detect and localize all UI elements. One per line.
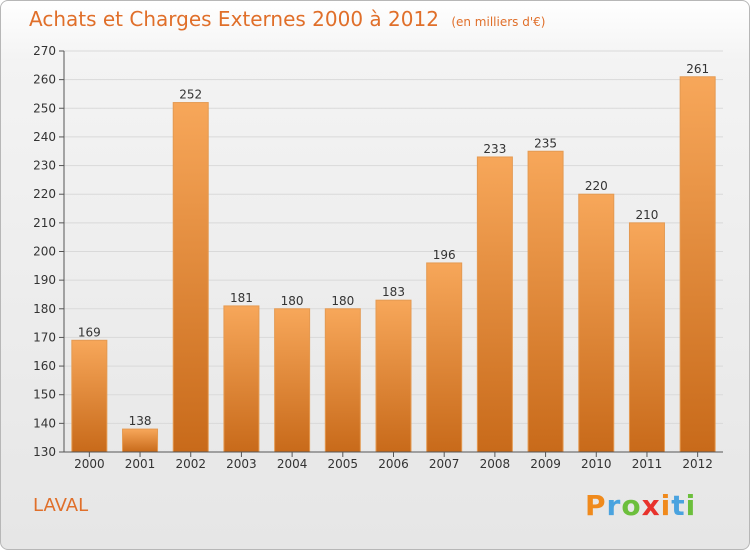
- data-label: 196: [433, 248, 456, 262]
- x-tick-label: 2008: [480, 457, 511, 471]
- y-tick-label: 170: [33, 330, 56, 344]
- bar: [122, 428, 159, 453]
- bar: [527, 150, 564, 453]
- y-tick-label: 200: [33, 245, 56, 259]
- y-tick-label: 230: [33, 159, 56, 173]
- bar: [679, 76, 716, 453]
- y-tick-label: 160: [33, 359, 56, 373]
- data-label: 180: [331, 294, 354, 308]
- y-tick-label: 270: [33, 44, 56, 58]
- y-tick-label: 130: [33, 445, 56, 459]
- x-tick-label: 2002: [175, 457, 206, 471]
- bar: [476, 156, 513, 453]
- proxiti-logo: Proxiti: [585, 489, 696, 522]
- bar: [71, 339, 108, 453]
- data-label: 235: [534, 136, 557, 150]
- y-tick-label: 240: [33, 130, 56, 144]
- logo-letter: i: [685, 489, 697, 522]
- x-tick-label: 2007: [429, 457, 460, 471]
- data-label: 138: [129, 414, 152, 428]
- x-tick-label: 2004: [277, 457, 308, 471]
- commune-name: LAVAL: [33, 495, 89, 516]
- chart-title: Achats et Charges Externes 2000 à 2012 (…: [29, 7, 545, 31]
- y-tick-label: 220: [33, 187, 56, 201]
- x-tick-label: 2011: [632, 457, 663, 471]
- data-label: 169: [78, 325, 101, 339]
- bar: [274, 308, 311, 453]
- y-tick-label: 150: [33, 388, 56, 402]
- x-tick-label: 2005: [328, 457, 359, 471]
- data-label: 181: [230, 291, 253, 305]
- bars: 169 138 252 181 180 180 183 196 233 235 220 210 261: [71, 62, 716, 453]
- x-tick-label: 2009: [530, 457, 561, 471]
- y-tick-label: 190: [33, 273, 56, 287]
- bar: [324, 308, 361, 453]
- y-tick-label: 260: [33, 73, 56, 87]
- data-label: 183: [382, 285, 405, 299]
- logo-letter: r: [606, 489, 622, 522]
- chart-subtitle: (en milliers d'€): [451, 15, 546, 29]
- data-label: 261: [686, 62, 709, 76]
- y-tick-label: 250: [33, 101, 56, 115]
- x-tick-label: 2001: [125, 457, 156, 471]
- data-label: 180: [281, 294, 304, 308]
- data-label: 252: [179, 88, 202, 102]
- x-tick-label: 2006: [378, 457, 409, 471]
- logo-letter: i: [660, 489, 672, 522]
- logo-letter: P: [585, 489, 607, 522]
- chart-title-text: Achats et Charges Externes 2000 à 2012: [29, 7, 439, 31]
- logo-letter: o: [621, 489, 642, 522]
- bar: [375, 299, 412, 453]
- bar: [426, 262, 463, 453]
- bar: [223, 305, 260, 453]
- data-label: 220: [585, 179, 608, 193]
- x-tick-label: 2000: [74, 457, 105, 471]
- y-tick-label: 210: [33, 216, 56, 230]
- x-tick-label: 2003: [226, 457, 257, 471]
- axes: 130 140 150 160 170 180 190 200 210 220 230 240 250 2…: [33, 44, 723, 471]
- bar: [578, 193, 615, 453]
- y-tick-label: 140: [33, 416, 56, 430]
- x-tick-label: 2010: [581, 457, 612, 471]
- x-tick-label: 2012: [682, 457, 713, 471]
- data-label: 233: [483, 142, 506, 156]
- logo-letter: t: [671, 489, 686, 522]
- logo-letter: x: [641, 489, 661, 522]
- y-tick-label: 180: [33, 302, 56, 316]
- bar: [628, 222, 665, 453]
- bar: [172, 102, 209, 453]
- data-label: 210: [636, 208, 659, 222]
